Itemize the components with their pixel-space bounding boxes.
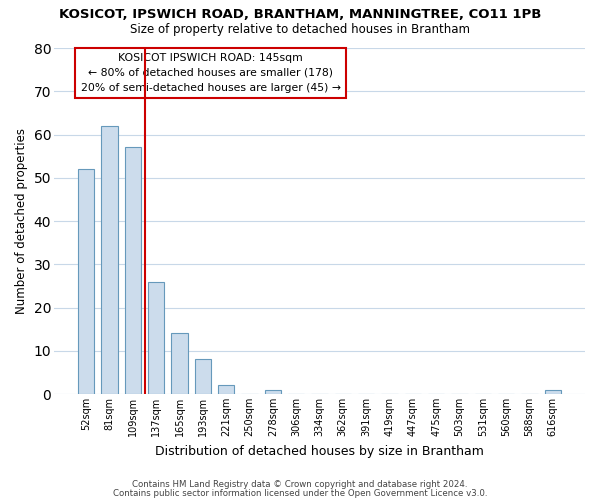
Y-axis label: Number of detached properties: Number of detached properties: [15, 128, 28, 314]
Bar: [545, 390, 561, 394]
Bar: [265, 390, 281, 394]
Bar: [148, 282, 164, 394]
Bar: [101, 126, 118, 394]
Bar: [125, 148, 141, 394]
Bar: [218, 386, 235, 394]
Bar: [172, 334, 188, 394]
Bar: [195, 360, 211, 394]
Text: KOSICOT, IPSWICH ROAD, BRANTHAM, MANNINGTREE, CO11 1PB: KOSICOT, IPSWICH ROAD, BRANTHAM, MANNING…: [59, 8, 541, 20]
Text: Contains HM Land Registry data © Crown copyright and database right 2024.: Contains HM Land Registry data © Crown c…: [132, 480, 468, 489]
Text: Contains public sector information licensed under the Open Government Licence v3: Contains public sector information licen…: [113, 488, 487, 498]
Bar: [78, 169, 94, 394]
Text: Size of property relative to detached houses in Brantham: Size of property relative to detached ho…: [130, 22, 470, 36]
Text: KOSICOT IPSWICH ROAD: 145sqm
← 80% of detached houses are smaller (178)
20% of s: KOSICOT IPSWICH ROAD: 145sqm ← 80% of de…: [80, 53, 341, 93]
X-axis label: Distribution of detached houses by size in Brantham: Distribution of detached houses by size …: [155, 444, 484, 458]
